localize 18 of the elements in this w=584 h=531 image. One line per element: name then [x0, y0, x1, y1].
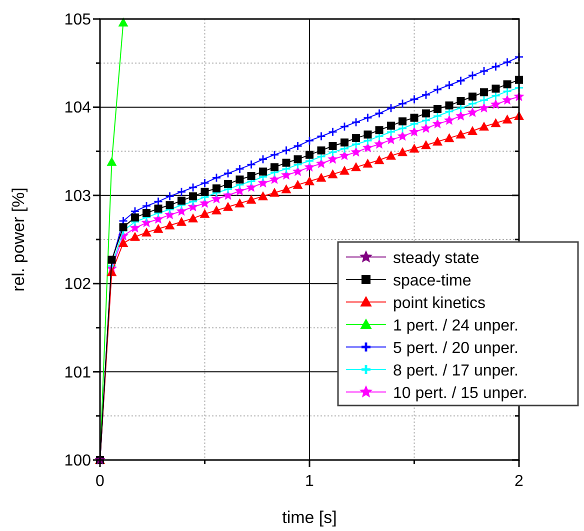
y-tick-label: 102 — [64, 276, 92, 294]
y-tick-label: 105 — [64, 12, 92, 28]
y-tick-label: 104 — [64, 100, 92, 117]
legend-label: 1 pert. / 24 unper. — [393, 318, 518, 334]
legend-label: 5 pert. / 20 unper. — [393, 340, 518, 357]
legend-label: point kinetics — [393, 295, 486, 312]
y-tick-label: 100 — [64, 452, 92, 470]
y-tick-label: 101 — [64, 364, 92, 382]
legend-label: steady state — [393, 250, 480, 267]
legend-label: 10 pert. / 15 unper. — [393, 385, 528, 402]
x-tick-label: 2 — [514, 473, 524, 490]
y-tick-label: 103 — [64, 188, 92, 205]
x-axis-title: time [s] — [282, 508, 337, 527]
x-tick-label: 0 — [96, 473, 105, 490]
x-tick-label: 1 — [305, 473, 314, 490]
y-axis-title: rel. power [%] — [9, 188, 28, 292]
legend-label: space-time — [393, 272, 472, 290]
legend-label: 8 pert. / 17 unper. — [393, 362, 518, 380]
